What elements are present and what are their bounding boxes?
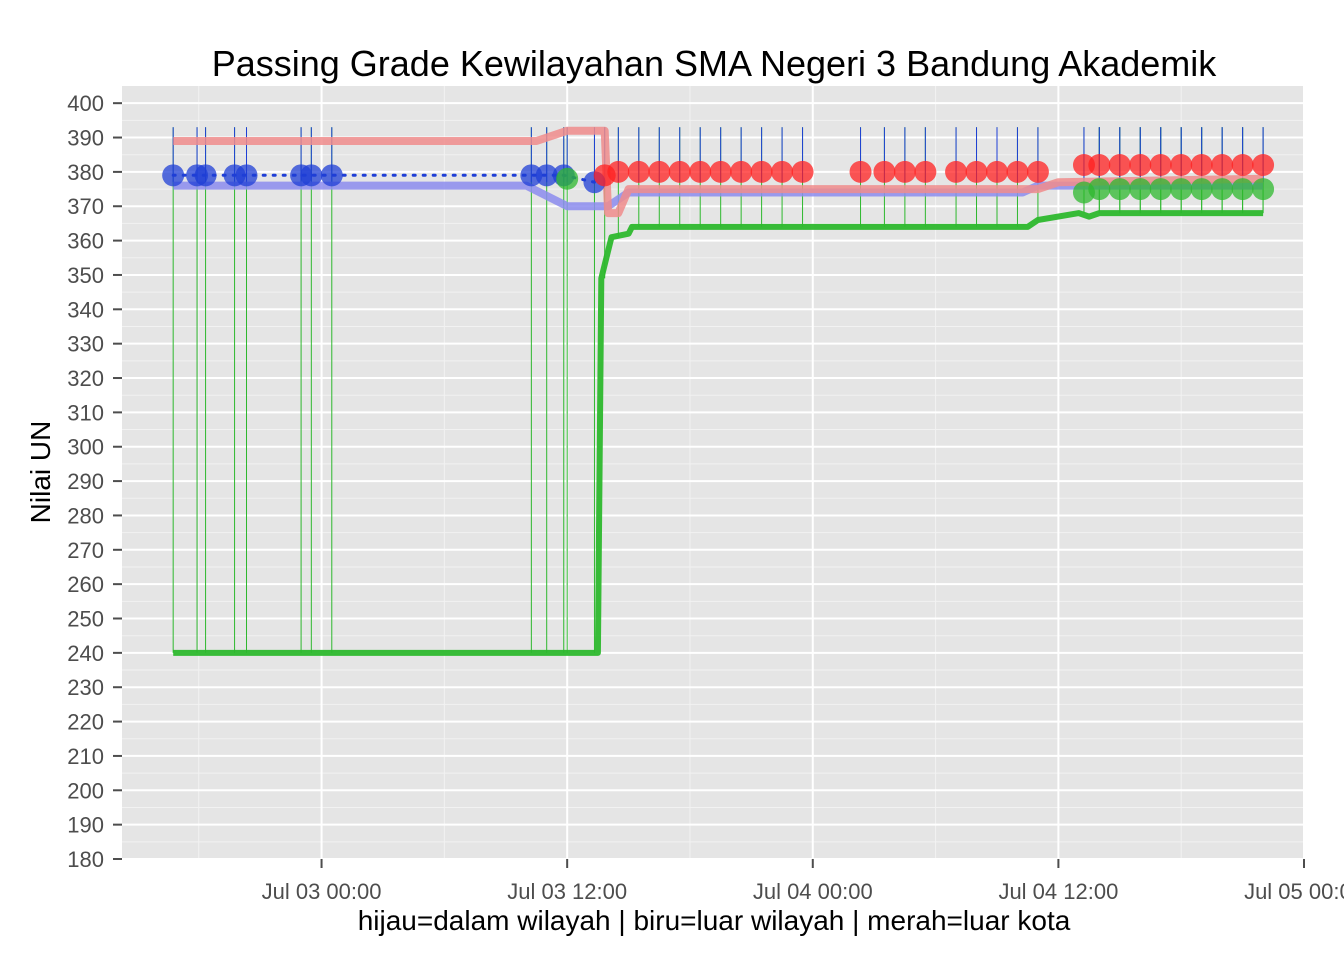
data-point bbox=[320, 164, 343, 187]
data-point bbox=[1190, 154, 1213, 177]
passing-grade-line bbox=[173, 210, 1264, 656]
y-tick-label: 300 bbox=[67, 435, 104, 460]
observation-points bbox=[162, 154, 1275, 204]
y-tick-label: 240 bbox=[67, 641, 104, 666]
y-tick-label: 260 bbox=[67, 572, 104, 597]
y-tick-label: 380 bbox=[67, 160, 104, 185]
data-point bbox=[873, 160, 896, 183]
y-tick-label: 200 bbox=[67, 778, 104, 803]
data-point bbox=[668, 160, 691, 183]
y-tick-label: 230 bbox=[67, 675, 104, 700]
y-axis: 180 190 200 210 220 230 240 250 260 270 280 290 300 3… bbox=[67, 91, 122, 872]
minor-gridlines bbox=[122, 86, 1304, 859]
plot-panel bbox=[122, 86, 1304, 859]
y-tick-label: 210 bbox=[67, 744, 104, 769]
y-tick-label: 190 bbox=[67, 813, 104, 838]
data-point bbox=[791, 160, 814, 183]
data-point bbox=[1088, 154, 1111, 177]
y-tick-label: 320 bbox=[67, 366, 104, 391]
data-point bbox=[1190, 178, 1213, 201]
y-tick-label: 280 bbox=[67, 503, 104, 528]
y-tick-label: 390 bbox=[67, 126, 104, 151]
data-point bbox=[194, 164, 217, 187]
data-point bbox=[730, 160, 753, 183]
x-tick-label: Jul 05 00:00 bbox=[1244, 879, 1344, 904]
data-point bbox=[648, 160, 671, 183]
data-point bbox=[849, 160, 872, 183]
data-point bbox=[627, 160, 650, 183]
data-point bbox=[1006, 160, 1029, 183]
x-tick-label: Jul 03 00:00 bbox=[262, 879, 382, 904]
y-axis-title: Nilai UN bbox=[25, 421, 56, 524]
data-point bbox=[945, 160, 968, 183]
data-point bbox=[1231, 154, 1254, 177]
passing-grade-line bbox=[173, 126, 1264, 218]
chart-title: Passing Grade Kewilayahan SMA Negeri 3 B… bbox=[212, 43, 1218, 84]
data-point bbox=[985, 160, 1008, 183]
data-point bbox=[1072, 154, 1095, 177]
data-point bbox=[1129, 154, 1152, 177]
y-tick-label: 350 bbox=[67, 263, 104, 288]
data-point bbox=[535, 164, 558, 187]
data-point bbox=[300, 164, 323, 187]
data-point bbox=[914, 160, 937, 183]
data-point bbox=[1211, 154, 1234, 177]
data-point bbox=[1149, 178, 1172, 201]
data-point bbox=[965, 160, 988, 183]
data-point bbox=[1026, 160, 1049, 183]
data-point bbox=[1108, 178, 1131, 201]
data-point bbox=[1129, 178, 1152, 201]
data-point bbox=[771, 160, 794, 183]
y-tick-label: 370 bbox=[67, 194, 104, 219]
data-point bbox=[1170, 154, 1193, 177]
data-point bbox=[689, 160, 712, 183]
data-point bbox=[520, 164, 543, 187]
y-tick-label: 220 bbox=[67, 710, 104, 735]
data-point bbox=[162, 164, 185, 187]
data-point bbox=[235, 164, 258, 187]
data-point bbox=[607, 160, 630, 183]
data-point bbox=[1231, 178, 1254, 201]
data-point bbox=[1088, 178, 1111, 201]
y-tick-label: 180 bbox=[67, 847, 104, 872]
data-point bbox=[1252, 178, 1275, 201]
y-tick-label: 270 bbox=[67, 538, 104, 563]
data-point bbox=[1252, 154, 1275, 177]
y-tick-label: 290 bbox=[67, 469, 104, 494]
y-tick-label: 360 bbox=[67, 229, 104, 254]
y-tick-label: 330 bbox=[67, 332, 104, 357]
y-tick-label: 250 bbox=[67, 607, 104, 632]
data-point bbox=[1211, 178, 1234, 201]
data-point bbox=[709, 160, 732, 183]
data-point bbox=[893, 160, 916, 183]
y-tick-label: 340 bbox=[67, 297, 104, 322]
x-tick-label: Jul 03 12:00 bbox=[507, 879, 627, 904]
data-point bbox=[1170, 178, 1193, 201]
x-axis-title: hijau=dalam wilayah | biru=luar wilayah … bbox=[358, 905, 1071, 936]
major-gridlines bbox=[122, 86, 1305, 860]
data-point bbox=[556, 167, 579, 190]
data-point bbox=[1108, 154, 1131, 177]
x-tick-label: Jul 04 00:00 bbox=[753, 879, 873, 904]
data-point bbox=[1149, 154, 1172, 177]
y-tick-label: 400 bbox=[67, 91, 104, 116]
x-axis: Jul 03 00:00 Jul 03 12:00 Jul 04 00:00 Jul … bbox=[262, 859, 1344, 904]
data-point bbox=[750, 160, 773, 183]
y-tick-label: 310 bbox=[67, 400, 104, 425]
x-tick-label: Jul 04 12:00 bbox=[998, 879, 1118, 904]
